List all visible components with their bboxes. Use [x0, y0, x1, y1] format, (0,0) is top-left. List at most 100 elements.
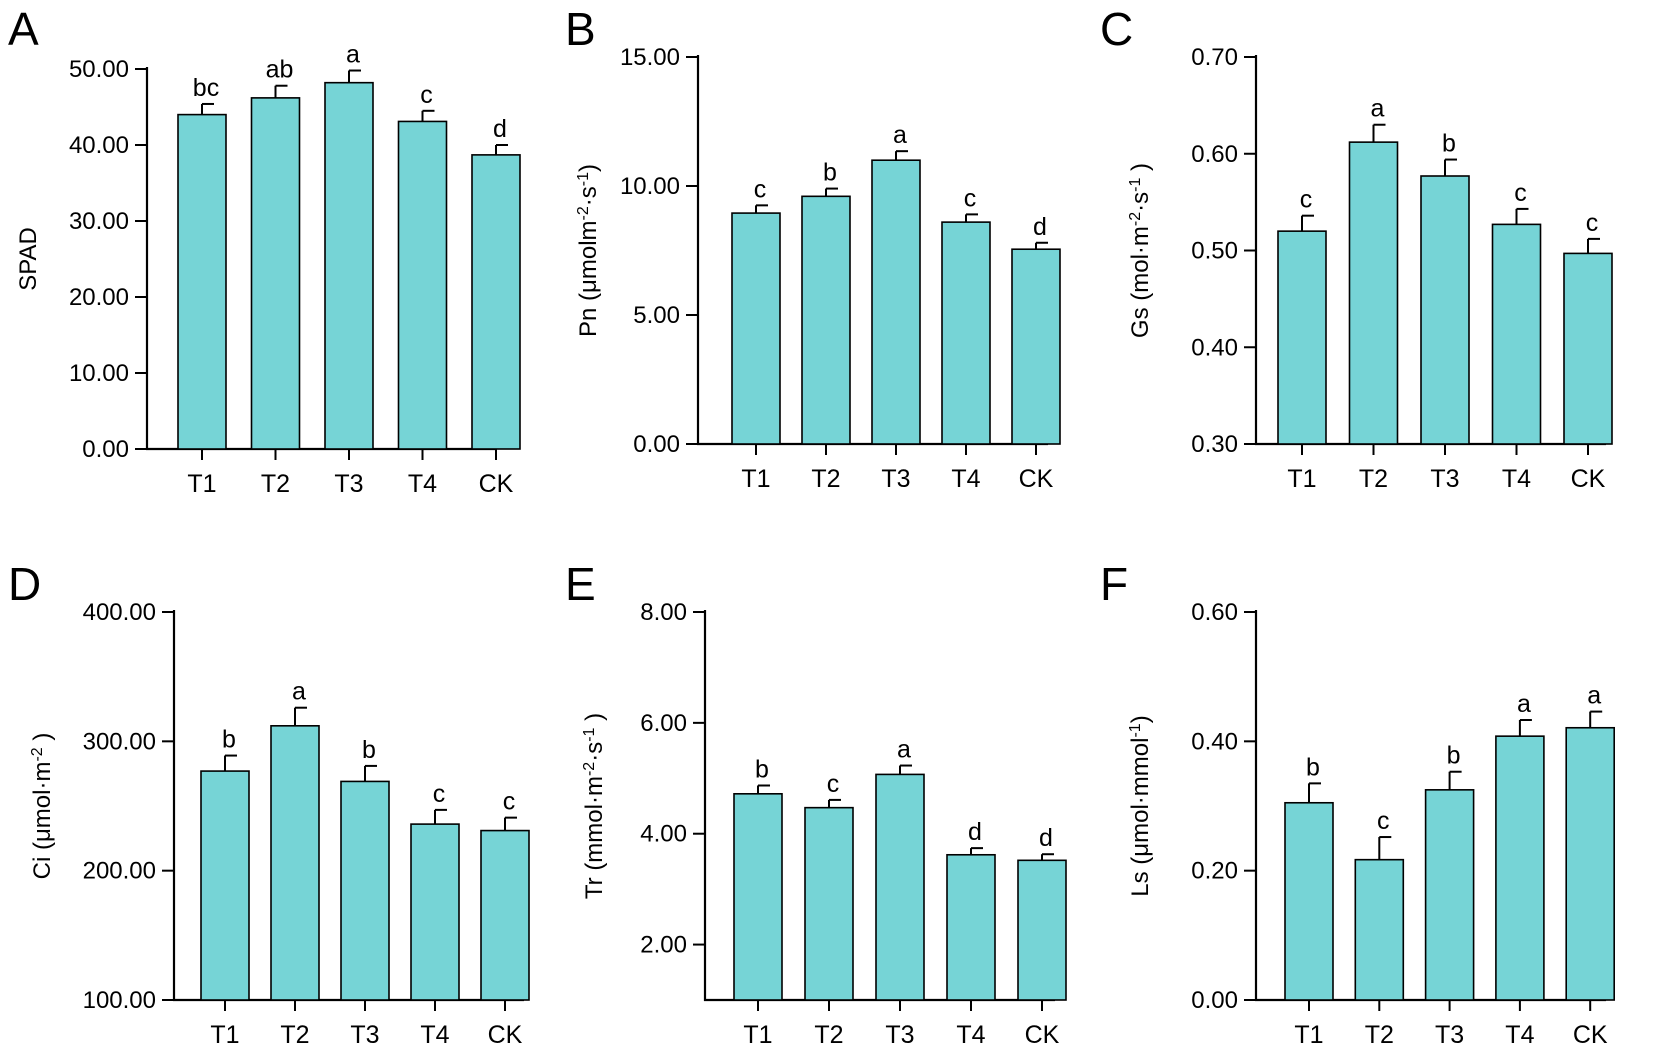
- bar-ck: [480, 829, 530, 1001]
- x-tick-label: CK: [1573, 1021, 1608, 1049]
- y-tick-label: 200.00: [83, 858, 156, 885]
- x-tick-label: T2: [811, 465, 840, 493]
- y-tick-label: 0.30: [1191, 431, 1238, 458]
- x-tick-label: CK: [1025, 1021, 1060, 1049]
- bar-t1: [177, 113, 227, 450]
- y-tick-label: 20.00: [69, 284, 129, 311]
- significance-label: a: [1517, 690, 1531, 718]
- panel-b: B 0.00 5.00 10.00 15.00 c T1 b T2 a T3 c T4 d CK Pn (μm…: [565, 3, 1061, 493]
- bar-t4: [941, 221, 991, 445]
- significance-label: c: [1586, 209, 1599, 237]
- significance-label: a: [1587, 682, 1601, 710]
- x-tick-label: T3: [1435, 1021, 1464, 1049]
- bar-t1: [1277, 230, 1327, 445]
- bar-t2: [804, 806, 854, 1001]
- x-tick-label: T1: [1287, 465, 1316, 493]
- bar-t4: [1495, 735, 1545, 1001]
- x-tick-label: CK: [1019, 465, 1054, 493]
- significance-label: c: [420, 81, 433, 109]
- bar-t4: [397, 120, 448, 450]
- y-tick-label: 40.00: [69, 132, 129, 159]
- y-tick-label: 10.00: [620, 173, 680, 200]
- x-tick-label: T2: [261, 470, 290, 498]
- y-axis-label: Ci (μmol·m-2 ): [29, 733, 57, 880]
- y-tick-label: 0.00: [1191, 987, 1238, 1014]
- bar-t4: [410, 823, 460, 1001]
- bar-t1: [731, 212, 781, 445]
- y-tick-label: 0.40: [1191, 334, 1238, 361]
- x-tick-label: T4: [1505, 1021, 1534, 1049]
- bar-t3: [1420, 175, 1470, 445]
- x-tick-label: T4: [420, 1021, 449, 1049]
- significance-label: b: [222, 726, 236, 754]
- bar-t3: [1424, 789, 1475, 1001]
- y-tick-label: 4.00: [640, 821, 687, 848]
- x-tick-label: T1: [210, 1021, 239, 1049]
- y-axis-label: Ls (μmol·mmol-1): [1127, 715, 1155, 896]
- x-tick-label: T2: [1365, 1021, 1394, 1049]
- bar-t3: [871, 159, 921, 445]
- significance-label: c: [433, 780, 446, 808]
- bar-ck: [1563, 252, 1613, 445]
- y-tick-label: 0.20: [1191, 858, 1238, 885]
- bar-ck: [1011, 248, 1061, 445]
- x-tick-label: T2: [280, 1021, 309, 1049]
- significance-label: a: [346, 41, 360, 69]
- significance-label: d: [1033, 213, 1047, 241]
- significance-label: b: [755, 755, 769, 783]
- y-tick-label: 6.00: [640, 710, 687, 737]
- bar-t4: [1491, 223, 1542, 445]
- x-tick-label: CK: [488, 1021, 523, 1049]
- y-tick-label: 0.40: [1191, 728, 1238, 755]
- x-tick-label: T2: [1359, 465, 1388, 493]
- x-tick-label: T3: [334, 470, 363, 498]
- significance-label: b: [362, 736, 376, 764]
- panel-letter: A: [8, 3, 39, 55]
- significance-label: a: [1371, 95, 1385, 123]
- y-axis-label: Pn (μmolm-2·s-1): [575, 164, 603, 337]
- y-tick-label: 15.00: [620, 44, 680, 71]
- y-tick-label: 5.00: [633, 302, 680, 329]
- y-tick-label: 0.70: [1191, 44, 1238, 71]
- bar-t4: [946, 853, 996, 1001]
- significance-label: a: [292, 678, 306, 706]
- panel-letter: C: [1100, 3, 1133, 55]
- significance-label: a: [893, 121, 907, 149]
- significance-label: d: [968, 818, 982, 846]
- y-tick-label: 0.00: [633, 431, 680, 458]
- x-tick-label: T3: [1430, 465, 1459, 493]
- bar-t1: [733, 793, 783, 1001]
- panel-letter: E: [565, 558, 596, 610]
- bar-t2: [1354, 858, 1405, 1001]
- x-tick-label: T1: [1294, 1021, 1323, 1049]
- x-tick-label: CK: [1571, 465, 1606, 493]
- bar-t3: [324, 81, 374, 450]
- significance-label: c: [1300, 186, 1313, 214]
- x-tick-label: CK: [479, 470, 514, 498]
- x-tick-label: T1: [743, 1021, 772, 1049]
- significance-label: ab: [266, 56, 294, 84]
- y-tick-label: 0.60: [1191, 599, 1238, 626]
- x-tick-label: T4: [956, 1021, 985, 1049]
- significance-label: b: [1442, 130, 1456, 158]
- y-tick-label: 10.00: [69, 360, 129, 387]
- x-tick-label: T3: [881, 465, 910, 493]
- y-tick-label: 100.00: [83, 987, 156, 1014]
- bar-t3: [340, 780, 390, 1001]
- bar-ck: [1017, 859, 1067, 1001]
- x-tick-label: T3: [885, 1021, 914, 1049]
- y-axis-label: SPAD: [15, 227, 42, 291]
- y-tick-label: 0.50: [1191, 238, 1238, 265]
- significance-label: c: [964, 184, 977, 212]
- y-tick-label: 8.00: [640, 599, 687, 626]
- significance-label: bc: [193, 74, 219, 102]
- bar-t2: [270, 725, 320, 1001]
- bar-ck: [471, 154, 521, 450]
- panel-d: D 100.00 200.00 300.00 400.00 b T1 a T2 b T3 c T4 c CK…: [8, 558, 530, 1049]
- x-tick-label: T4: [1502, 465, 1531, 493]
- panel-letter: F: [1100, 558, 1128, 610]
- significance-label: d: [1039, 824, 1053, 852]
- y-tick-label: 50.00: [69, 56, 129, 83]
- y-tick-label: 0.00: [82, 436, 129, 463]
